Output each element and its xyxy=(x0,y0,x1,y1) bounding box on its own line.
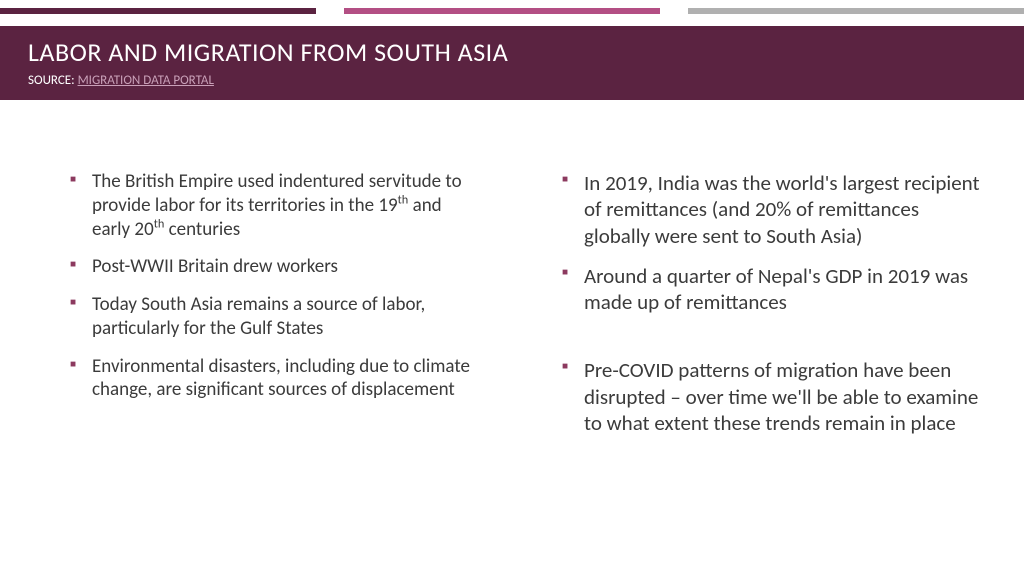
bullet-item: Post-WWII Britain drew workers xyxy=(70,255,484,279)
bullet-item: Environmental disasters, including due t… xyxy=(70,355,484,403)
source-label: SOURCE: xyxy=(28,73,78,88)
title-band: LABOR AND MIGRATION FROM SOUTH ASIA SOUR… xyxy=(0,26,1024,100)
stripe-3 xyxy=(688,8,1024,14)
top-accent-stripes xyxy=(0,8,1024,14)
bullet-spacer xyxy=(562,329,984,357)
content-area: The British Empire used indentured servi… xyxy=(0,170,1024,450)
left-bullet-list: The British Empire used indentured servi… xyxy=(70,170,484,402)
stripe-1 xyxy=(0,8,316,14)
stripe-2 xyxy=(344,8,660,14)
stripe-gap-2 xyxy=(660,8,688,14)
right-column: In 2019, India was the world's largest r… xyxy=(512,170,1024,450)
bullet-item: Today South Asia remains a source of lab… xyxy=(70,293,484,341)
bullet-item: Pre-COVID patterns of migration have bee… xyxy=(562,357,984,436)
slide-title: LABOR AND MIGRATION FROM SOUTH ASIA xyxy=(28,36,996,68)
right-bullet-list: In 2019, India was the world's largest r… xyxy=(562,170,984,436)
source-link[interactable]: MIGRATION DATA PORTAL xyxy=(78,73,214,88)
bullet-item: In 2019, India was the world's largest r… xyxy=(562,170,984,249)
left-column: The British Empire used indentured servi… xyxy=(0,170,512,450)
bullet-item: The British Empire used indentured servi… xyxy=(70,170,484,241)
bullet-item: Around a quarter of Nepal's GDP in 2019 … xyxy=(562,263,984,316)
source-line: SOURCE: MIGRATION DATA PORTAL xyxy=(28,70,996,89)
stripe-gap-1 xyxy=(316,8,344,14)
